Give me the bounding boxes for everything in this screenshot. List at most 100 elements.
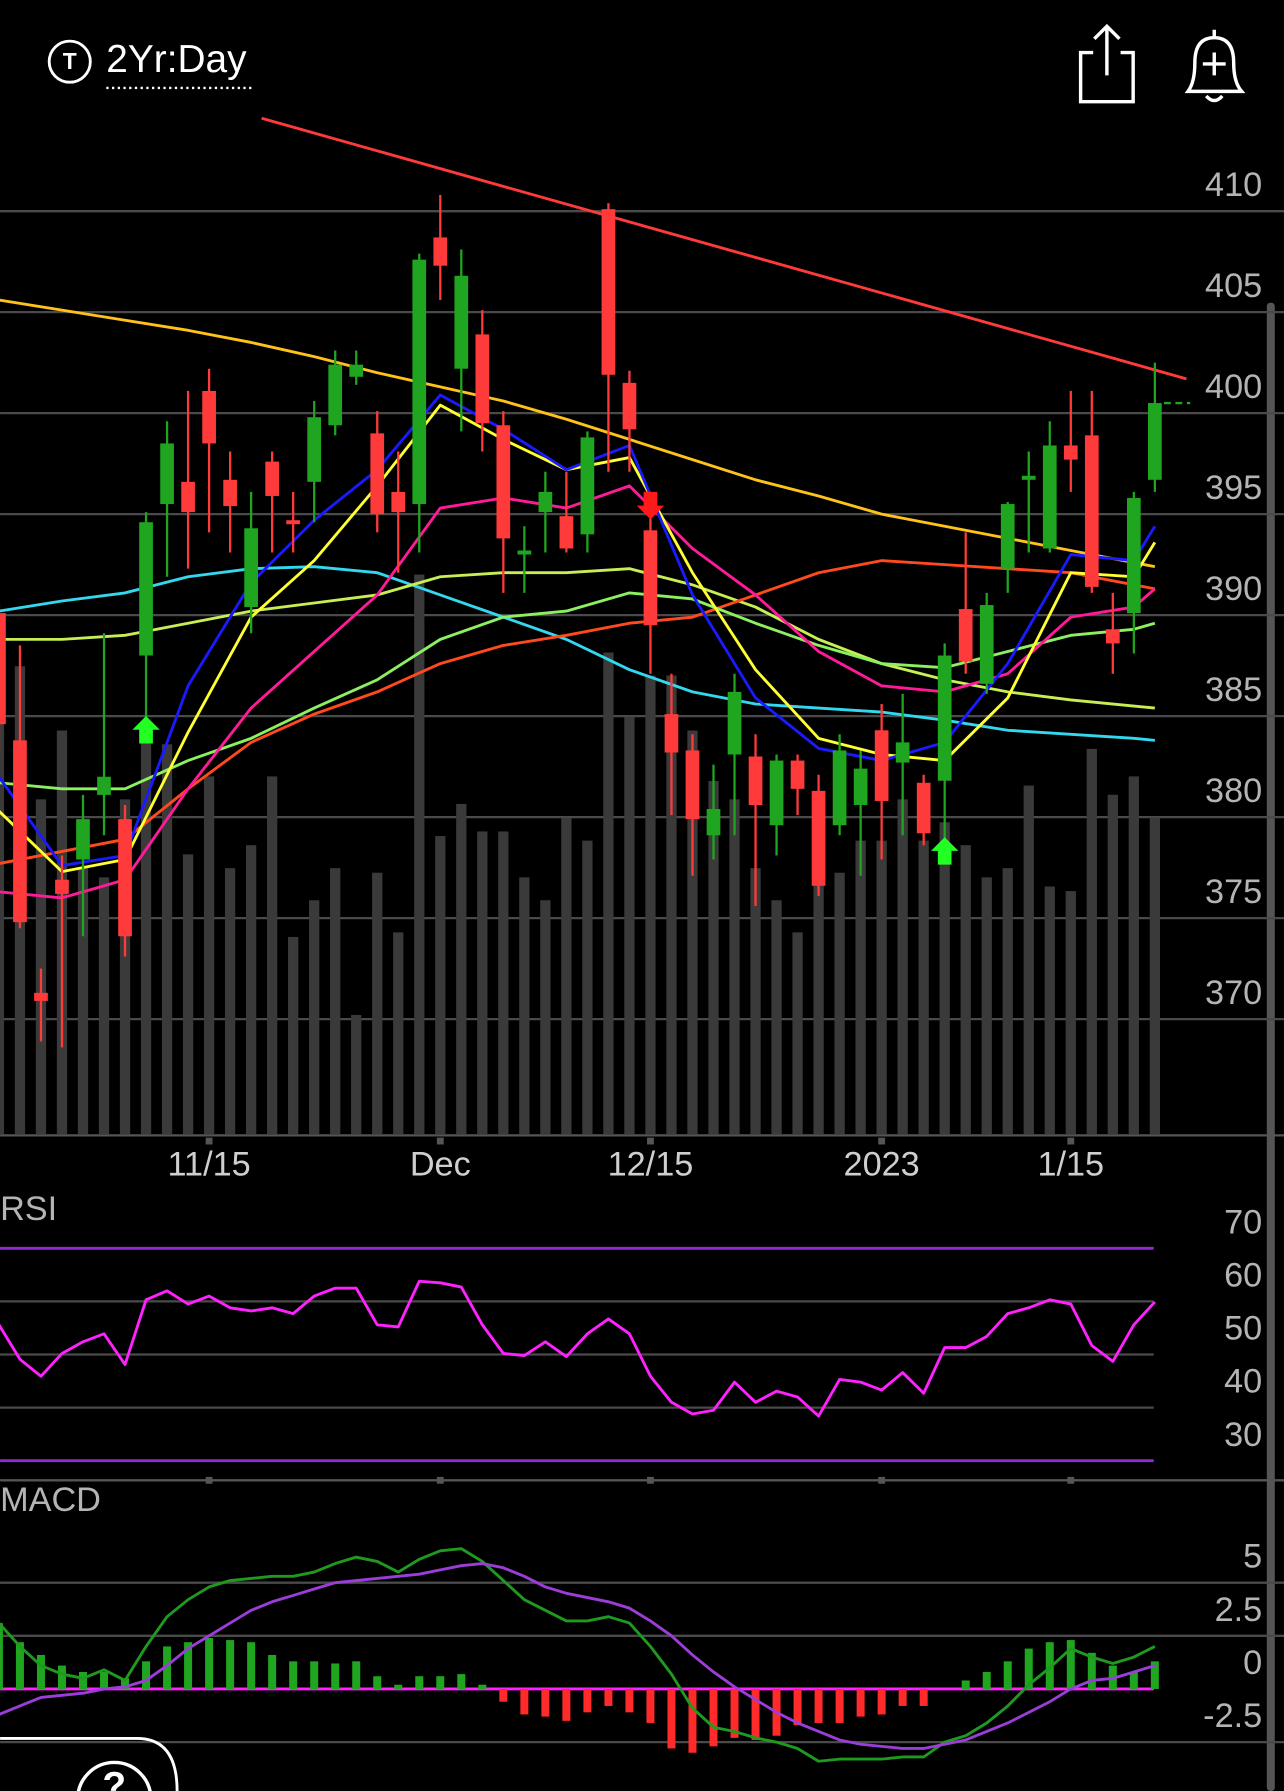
x-tick-mark <box>1067 1476 1075 1484</box>
moving-average <box>0 393 1157 868</box>
volume-bar <box>1065 891 1076 1135</box>
candle-body <box>181 481 195 513</box>
y-tick-label: 70 <box>1224 1203 1262 1241</box>
x-tick-mark <box>647 1137 654 1145</box>
volume-bar <box>119 799 131 1135</box>
candle-body <box>139 522 153 656</box>
histogram-bar <box>121 1678 130 1689</box>
histogram-bar <box>36 1654 45 1689</box>
histogram-bar <box>226 1640 235 1689</box>
badge-icon[interactable] <box>47 39 92 84</box>
moving-average <box>0 559 1156 865</box>
candle-body <box>1063 445 1078 460</box>
y-tick-label: 410 <box>1205 166 1262 204</box>
candle-body <box>1021 475 1036 480</box>
timeframe-selector[interactable]: 2Yr:Day <box>106 38 247 81</box>
volume-bar <box>771 900 782 1135</box>
y-tick-label: 370 <box>1205 974 1262 1012</box>
candle-body <box>1105 629 1120 644</box>
candle-body <box>160 443 174 505</box>
histogram-bar <box>15 1642 24 1689</box>
candle-body <box>1126 497 1141 614</box>
candle-body <box>811 790 826 886</box>
volume-bar <box>918 840 929 1135</box>
candle-body <box>538 491 553 513</box>
buy-signal <box>132 716 160 744</box>
volume-bar <box>1128 776 1139 1135</box>
x-tick-label: 12/15 <box>608 1145 694 1183</box>
histogram-bar <box>751 1688 760 1740</box>
volume-bar <box>750 868 761 1135</box>
candle-body <box>559 516 574 549</box>
histogram-bar <box>436 1676 445 1689</box>
volume-bar <box>224 868 236 1135</box>
histogram-bar <box>57 1665 66 1689</box>
candle-body <box>475 334 490 424</box>
histogram-bar <box>100 1671 109 1689</box>
volume-bar <box>182 854 194 1135</box>
candle-body <box>790 760 805 789</box>
volume-bar <box>477 831 488 1135</box>
moving-average <box>0 403 1157 874</box>
candle-body <box>307 417 322 482</box>
volume-bar <box>35 799 47 1135</box>
volume-bar <box>1002 868 1013 1135</box>
y-tick-label: 395 <box>1205 469 1262 507</box>
rsi-line <box>0 1279 1156 1418</box>
help-label: ? <box>102 1765 126 1791</box>
candle-body <box>979 605 994 684</box>
x-tick-mark <box>1067 1137 1075 1145</box>
candle-body <box>664 714 679 753</box>
help-button[interactable]: ? <box>0 1737 179 1791</box>
candle-body <box>1042 445 1057 549</box>
volume-bar <box>519 877 530 1135</box>
candle-body <box>412 259 427 505</box>
y-tick-label: 375 <box>1205 873 1262 911</box>
volume-bar <box>245 845 257 1135</box>
candle-body <box>286 520 301 525</box>
volume-bar <box>792 932 803 1135</box>
volume-bar <box>981 877 992 1135</box>
histogram-bar <box>142 1661 151 1689</box>
histogram-bar <box>793 1688 802 1726</box>
histogram-bar <box>163 1646 172 1689</box>
volume-bar <box>897 799 908 1135</box>
candle-body <box>55 879 69 894</box>
histogram-bar <box>79 1671 87 1689</box>
volume-bar <box>1086 748 1097 1135</box>
scrollbar[interactable] <box>1266 302 1275 1791</box>
y-tick-label: 400 <box>1205 368 1262 406</box>
histogram-bar <box>919 1688 928 1706</box>
candle-body <box>223 479 237 507</box>
candle-body <box>601 209 616 375</box>
macd-line <box>0 1562 1156 1750</box>
histogram-bar <box>1129 1671 1138 1689</box>
volume-bar <box>960 845 971 1135</box>
volume-bar <box>645 675 656 1135</box>
help-circle <box>76 1760 152 1791</box>
volume-bar <box>98 877 110 1135</box>
histogram-bar <box>1024 1648 1033 1689</box>
alert-button[interactable] <box>1184 29 1246 103</box>
share-arrow <box>1093 23 1121 76</box>
histogram-bar <box>520 1688 529 1715</box>
share-button[interactable] <box>1078 23 1135 104</box>
y-tick-label: 0 <box>1243 1644 1262 1682</box>
y-tick-label: 5 <box>1243 1538 1262 1576</box>
y-tick-label: 380 <box>1205 772 1262 810</box>
volume-bar <box>330 868 341 1135</box>
candle-body <box>1148 403 1162 480</box>
volume-bar <box>708 780 719 1135</box>
volume-bar <box>876 840 887 1135</box>
y-tick-label: 385 <box>1205 671 1262 709</box>
volume-bar <box>624 716 635 1135</box>
histogram-bar <box>982 1671 991 1689</box>
x-tick-label: 2023 <box>844 1145 920 1183</box>
bell-body <box>1184 35 1246 94</box>
buy-signal <box>930 837 959 865</box>
candle-body <box>244 528 258 608</box>
y-tick-label: 50 <box>1224 1310 1262 1348</box>
panel-title: RSI <box>0 1190 57 1228</box>
volume-bar <box>203 776 215 1135</box>
